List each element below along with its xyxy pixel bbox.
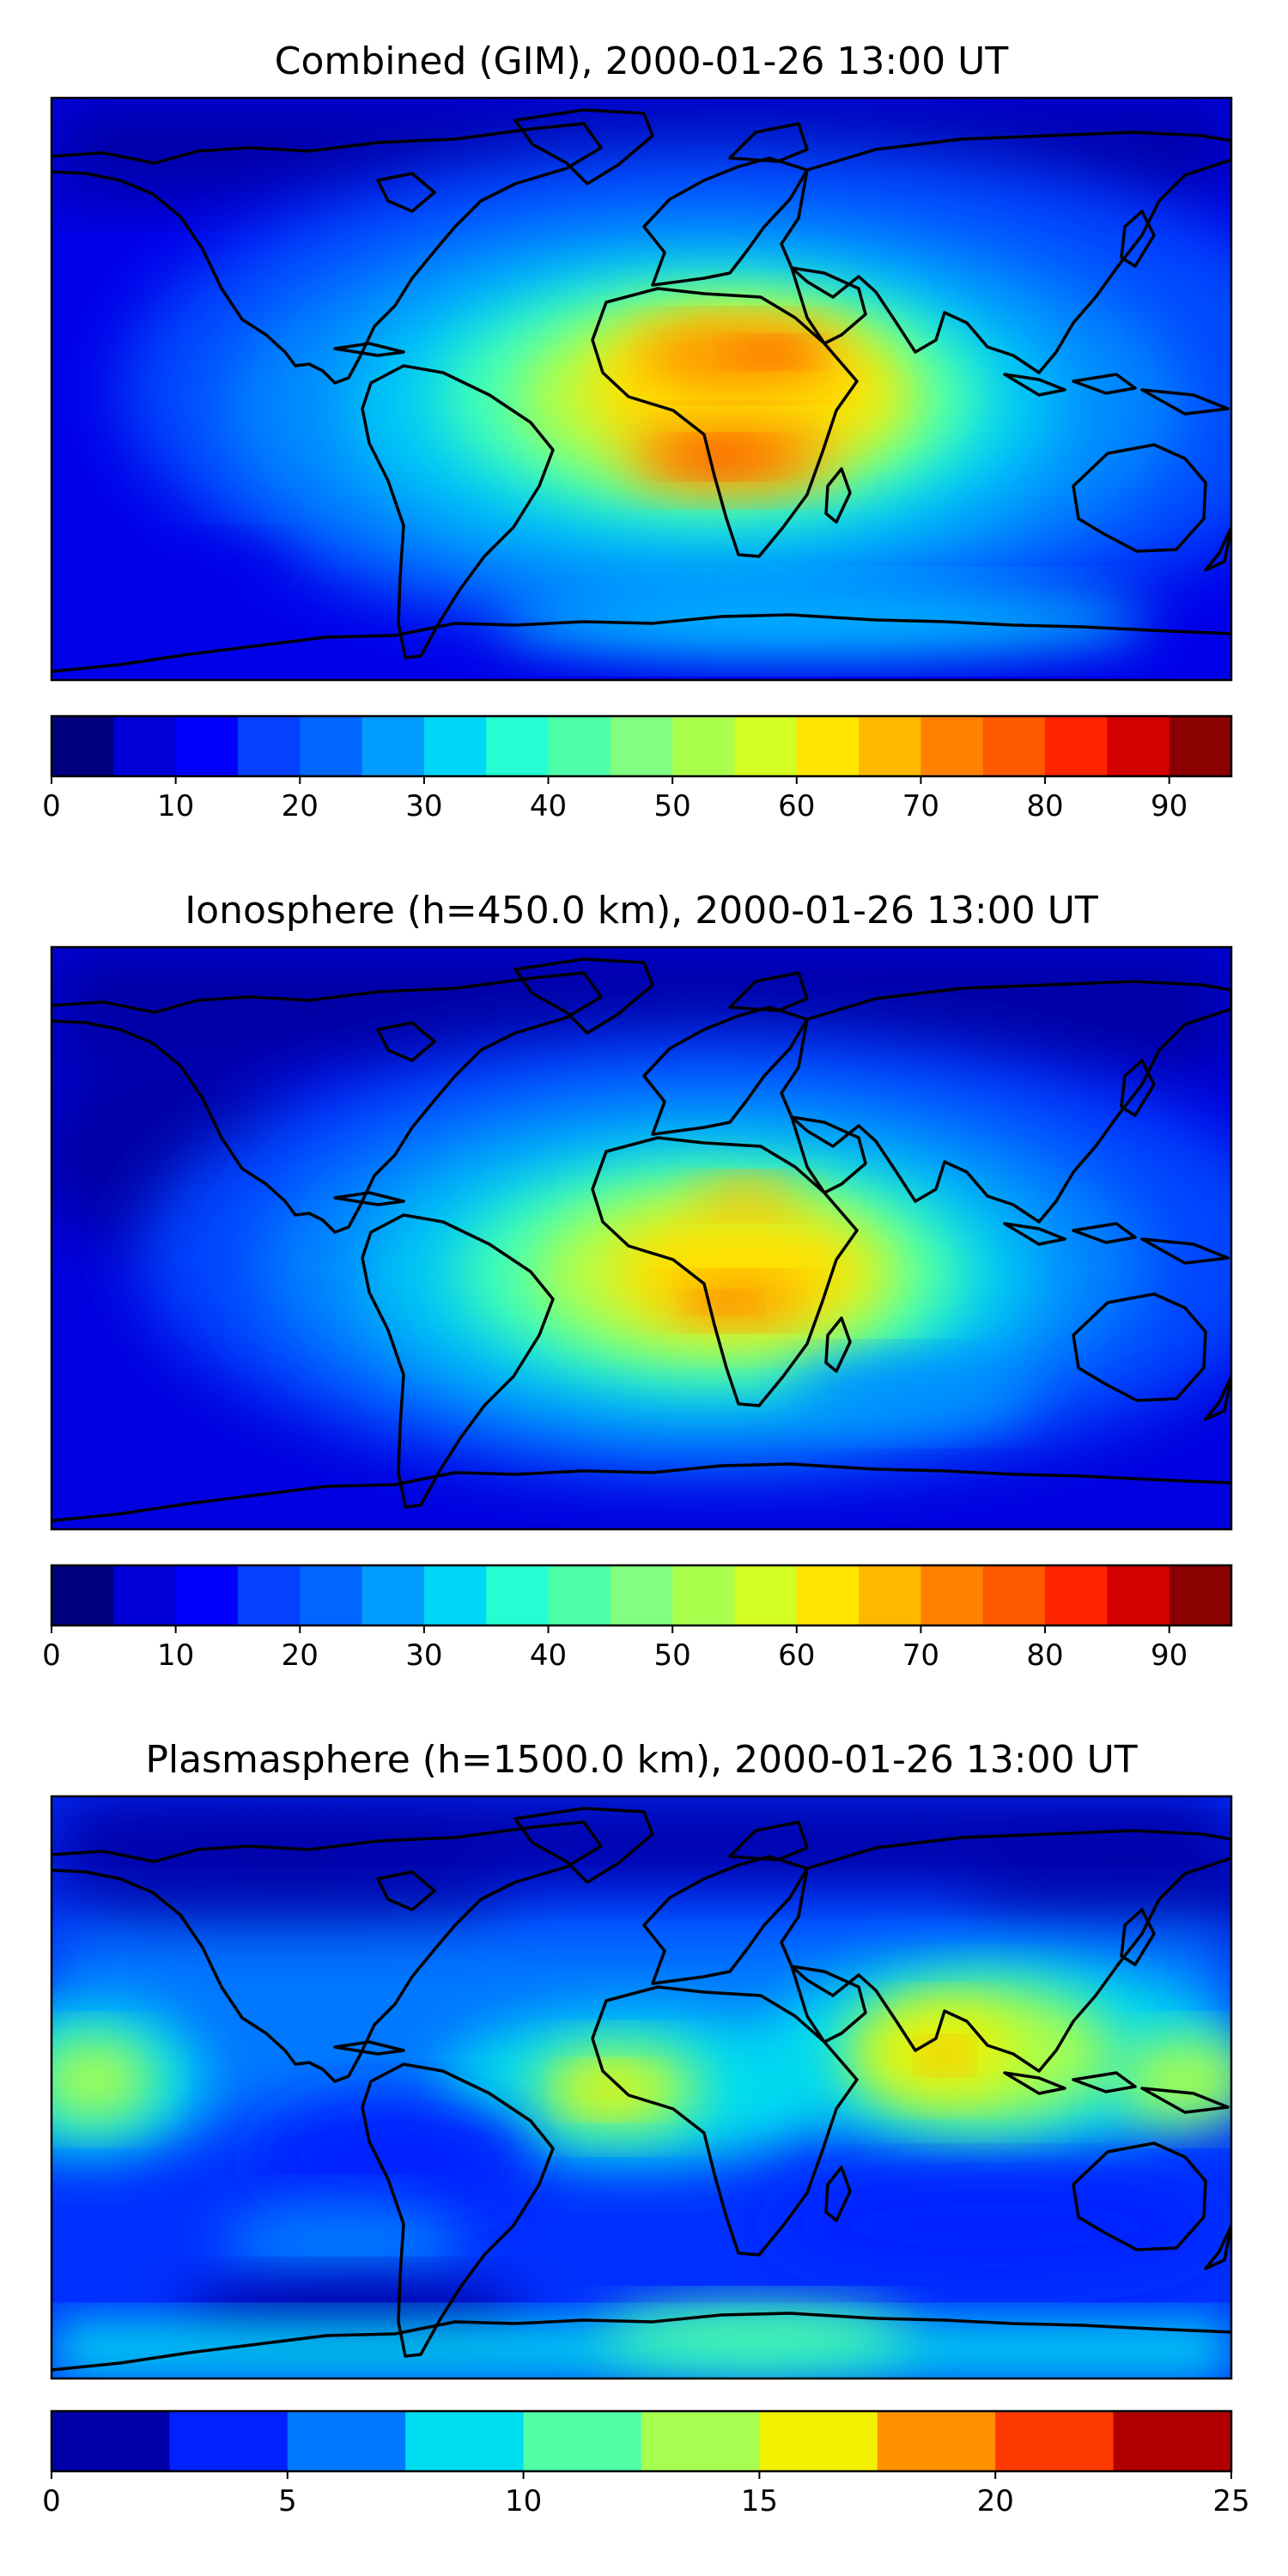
- colorbar-segment: [734, 716, 798, 776]
- colorbar-tick-label: 0: [42, 2484, 61, 2518]
- colorbar-segment: [548, 716, 611, 776]
- colorbar-segment: [237, 716, 301, 776]
- colorbar-segment: [1045, 716, 1108, 776]
- colorbar-segment: [486, 716, 550, 776]
- colorbar-segment: [641, 2411, 760, 2471]
- colorbar-frame: [50, 2409, 1233, 2473]
- colorbar-tick-label: 90: [1151, 789, 1188, 823]
- colorbar-segment: [175, 716, 239, 776]
- colorbar-tick-label: 40: [530, 789, 567, 823]
- colorbar-segment: [672, 1565, 736, 1625]
- colorbar-segment: [610, 716, 673, 776]
- colorbar-tick-label: 80: [1026, 1638, 1063, 1673]
- colorbar-segment: [300, 716, 363, 776]
- colorbar-segment: [734, 1565, 798, 1625]
- panel-combined: Combined (GIM), 2000-01-26 13:00 UT 0 10 2…: [42, 39, 1233, 823]
- chart-title: Ionosphere (h=450.0 km), 2000-01-26 13:0…: [185, 889, 1098, 933]
- colorbar-segment: [1107, 1565, 1170, 1625]
- colorbar-segment: [995, 2411, 1115, 2471]
- colorbar-segment: [113, 716, 177, 776]
- map-contour-plasmasphere: [52, 1796, 1231, 2379]
- colorbar-segment: [920, 716, 984, 776]
- colorbar-tick-label: 5: [278, 2484, 297, 2518]
- colorbar-segment: [52, 2411, 170, 2471]
- colorbar-tick-label: 0: [42, 1638, 61, 1673]
- map-frame: [50, 1795, 1233, 2380]
- colorbar-tick-label: 20: [977, 2484, 1014, 2518]
- colorbar: 0 10 20 30 40 50 60 70 80 90: [42, 1564, 1233, 1673]
- colorbar-segment: [1169, 716, 1232, 776]
- colorbar-tick-label: 10: [505, 2484, 542, 2518]
- colorbar-segment: [1169, 1565, 1232, 1625]
- map-frame: [50, 945, 1233, 1531]
- colorbar-frame: [50, 714, 1233, 778]
- colorbar-segment: [423, 716, 487, 776]
- colorbar-segment: [175, 1565, 239, 1625]
- colorbar-segment: [405, 2411, 525, 2471]
- colorbar-tick-label: 90: [1151, 1638, 1188, 1673]
- colorbar: 0 10 20 30 40 50 60 70 80 90: [42, 714, 1233, 823]
- colorbar-tick-label: 30: [405, 789, 442, 823]
- colorbar-tick-label: 70: [902, 789, 939, 823]
- colorbar-segment: [982, 1565, 1046, 1625]
- colorbar-tick-label: 15: [741, 2484, 778, 2518]
- colorbar-segment: [877, 2411, 996, 2471]
- colorbar-segment: [759, 2411, 878, 2471]
- map-contour-ionosphere: [52, 947, 1231, 1529]
- colorbar-segment: [361, 1565, 425, 1625]
- colorbar-segment: [423, 1565, 487, 1625]
- colorbar: 0 5 10 15 20 25: [42, 2409, 1250, 2518]
- colorbar-tick-label: 10: [157, 1638, 194, 1673]
- colorbar-segment: [859, 1565, 922, 1625]
- colorbar-segment: [52, 1565, 114, 1625]
- colorbar-segment: [523, 2411, 642, 2471]
- map-frame: [50, 96, 1233, 682]
- colorbar-segment: [113, 1565, 177, 1625]
- colorbar-tick-label: 40: [530, 1638, 567, 1673]
- colorbar-segment: [1107, 716, 1170, 776]
- colorbar-tick-label: 60: [778, 789, 815, 823]
- colorbar-segment: [920, 1565, 984, 1625]
- colorbar-tick-label: 70: [902, 1638, 939, 1673]
- colorbar-segment: [610, 1565, 673, 1625]
- colorbar-tick-label: 80: [1026, 789, 1063, 823]
- colorbar-tick-label: 50: [654, 789, 691, 823]
- map-contour-combined: [52, 98, 1231, 680]
- panel-plasmasphere: Plasmasphere (h=1500.0 km), 2000-01-26 1…: [42, 1738, 1250, 2518]
- colorbar-tick-label: 20: [282, 789, 319, 823]
- colorbar-segment: [486, 1565, 550, 1625]
- colorbar-segment: [796, 1565, 860, 1625]
- panel-ionosphere: Ionosphere (h=450.0 km), 2000-01-26 13:0…: [42, 889, 1233, 1673]
- colorbar-segment: [1113, 2411, 1232, 2471]
- colorbar-tick-label: 0: [42, 789, 61, 823]
- colorbar-tick-label: 50: [654, 1638, 691, 1673]
- colorbar-tick-label: 20: [282, 1638, 319, 1673]
- colorbar-segment: [1045, 1565, 1108, 1625]
- colorbar-tick-label: 30: [405, 1638, 442, 1673]
- chart-title: Combined (GIM), 2000-01-26 13:00 UT: [275, 39, 1009, 83]
- colorbar-tick-label: 60: [778, 1638, 815, 1673]
- colorbar-segment: [982, 716, 1046, 776]
- colorbar-frame: [50, 1564, 1233, 1627]
- colorbar-segment: [548, 1565, 611, 1625]
- chart-title: Plasmasphere (h=1500.0 km), 2000-01-26 1…: [145, 1738, 1137, 1782]
- colorbar-segment: [52, 716, 114, 776]
- colorbar-segment: [361, 716, 425, 776]
- colorbar-segment: [169, 2411, 289, 2471]
- colorbar-segment: [237, 1565, 301, 1625]
- colorbar-segment: [796, 716, 860, 776]
- colorbar-segment: [300, 1565, 363, 1625]
- colorbar-segment: [287, 2411, 406, 2471]
- colorbar-tick-label: 25: [1212, 2484, 1249, 2518]
- colorbar-tick-label: 10: [157, 789, 194, 823]
- colorbar-segment: [859, 716, 922, 776]
- colorbar-segment: [672, 716, 736, 776]
